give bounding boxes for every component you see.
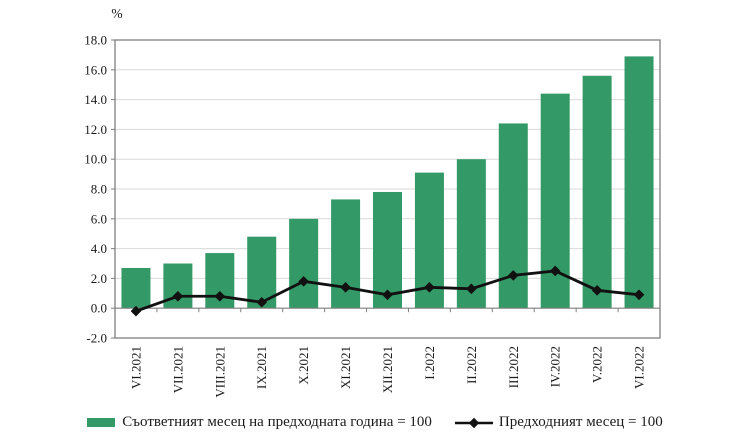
y-tick-label: 2.0 <box>91 271 107 286</box>
marker-XI.2021 <box>340 282 351 293</box>
x-tick-label: VI.2021 <box>128 346 143 389</box>
marker-III.2022 <box>507 270 519 281</box>
y-tick-label: 14.0 <box>84 92 107 107</box>
bar-V.2022 <box>582 75 612 309</box>
x-tick-label: V.2022 <box>590 346 605 383</box>
y-tick-label: 10.0 <box>84 152 107 167</box>
x-tick-label: IV.2022 <box>548 346 563 387</box>
y-tick-label: -2.0 <box>86 331 107 346</box>
marker-IX.2021 <box>256 296 268 308</box>
x-tick-label: VII.2021 <box>170 346 185 393</box>
marker-X.2021 <box>298 276 309 287</box>
y-tick-label: 4.0 <box>91 241 107 256</box>
marker-VII.2021 <box>172 290 184 302</box>
x-tick-label: IX.2021 <box>254 346 269 389</box>
legend-bar-swatch <box>87 418 116 427</box>
x-tick-label: XII.2021 <box>380 346 395 393</box>
x-tick-label: I.2022 <box>422 346 437 380</box>
bar-XII.2021 <box>373 191 402 309</box>
bar-VI.2022 <box>624 56 654 309</box>
chart-plot-area: % 18.0 16.0 14.0 12.0 10.0 8.0 6.0 4.0 2.0 0.0 -2.… <box>84 6 661 398</box>
marker-XII.2021 <box>382 289 393 301</box>
marker-I.2022 <box>424 282 435 293</box>
marker-V.2022 <box>591 285 603 296</box>
bar-X.2021 <box>289 218 319 309</box>
marker-IV.2022 <box>549 265 561 277</box>
legend-line-marker-icon <box>454 417 493 428</box>
x-tick-label: II.2022 <box>464 346 479 384</box>
legend-bar-label: Съответният месец на предходната година … <box>122 414 432 430</box>
marker-VIII.2021 <box>214 290 226 302</box>
y-tick-label: 8.0 <box>91 182 107 197</box>
x-tick-label: XI.2021 <box>338 346 353 389</box>
legend: Съответният месец на предходната година … <box>0 414 750 431</box>
y-tick-label: 16.0 <box>84 62 107 77</box>
bar-II.2022 <box>456 159 486 309</box>
y-axis-unit-label: % <box>111 6 122 21</box>
y-tick-label: 18.0 <box>84 33 107 48</box>
x-tick-label: VIII.2021 <box>212 346 227 398</box>
x-tick-label: X.2021 <box>296 346 311 385</box>
marker-VI.2021 <box>130 305 142 317</box>
marker-VI.2022 <box>633 289 645 301</box>
y-tick-label: 0.0 <box>91 301 107 316</box>
x-tick-label: VI.2022 <box>632 346 647 389</box>
marker-II.2022 <box>466 283 477 295</box>
bar-VI.2021 <box>121 267 151 309</box>
x-tick-label: III.2022 <box>506 346 521 388</box>
legend-line-label: Предходният месец = 100 <box>498 414 663 430</box>
y-tick-label: 6.0 <box>91 211 107 226</box>
y-tick-label: 12.0 <box>84 122 107 137</box>
plot-frame <box>114 39 661 339</box>
